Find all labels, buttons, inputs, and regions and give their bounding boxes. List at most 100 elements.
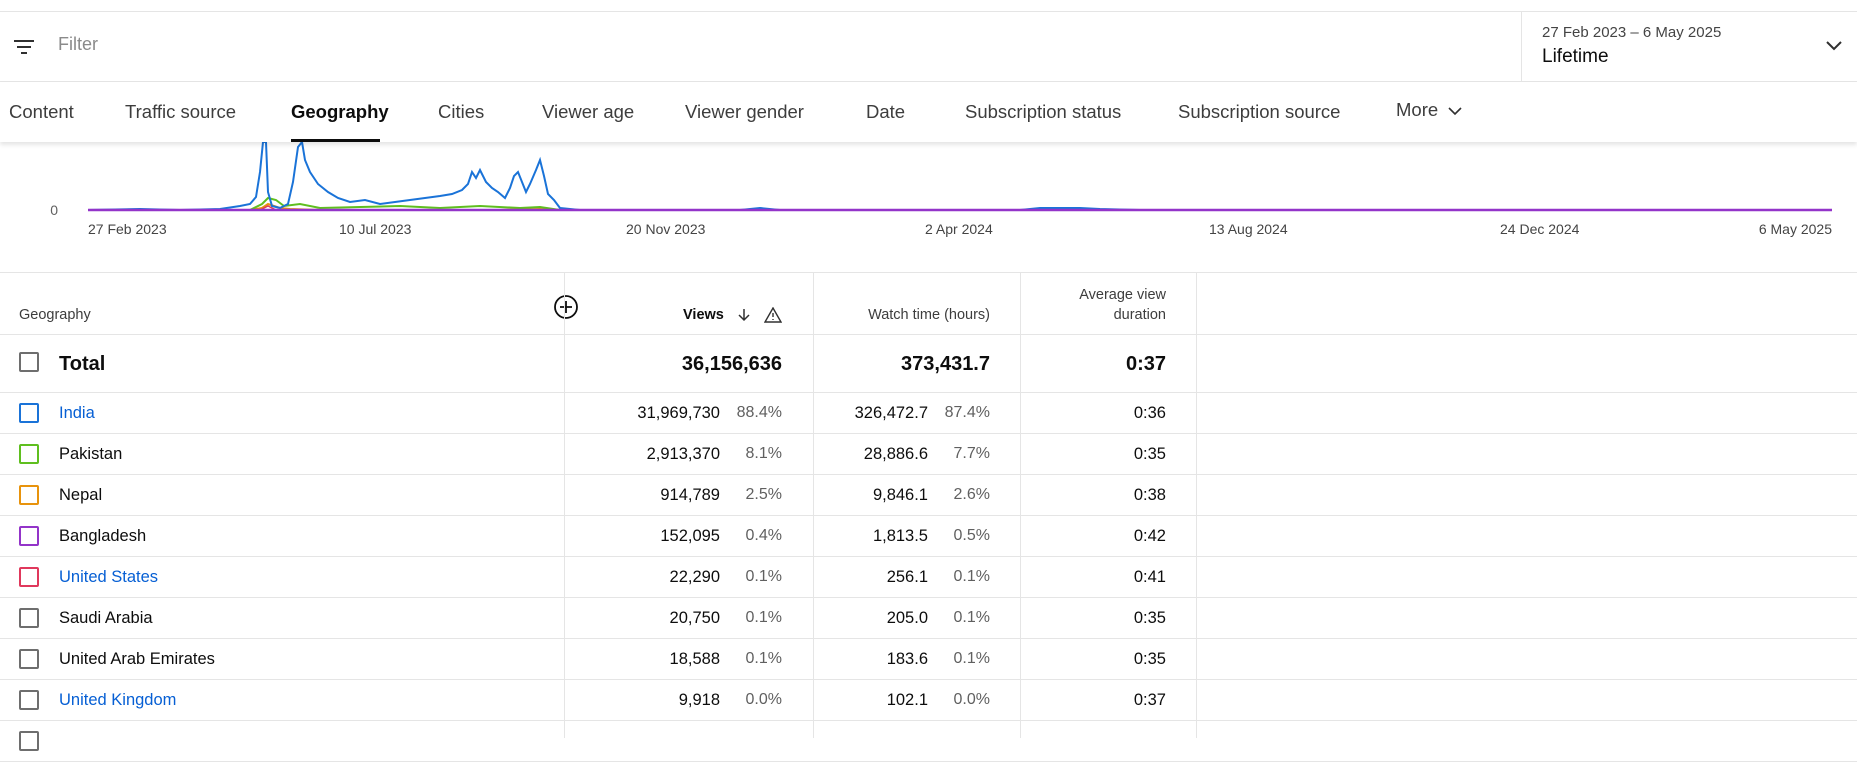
total-views: 36,156,636 bbox=[681, 353, 782, 375]
tab-viewer-gender[interactable]: Viewer gender bbox=[685, 101, 804, 122]
row-checkbox[interactable] bbox=[19, 731, 39, 751]
geography-name[interactable]: India bbox=[59, 404, 95, 422]
geography-name: United Arab Emirates bbox=[59, 650, 215, 668]
table-row: Bangladesh 152,095 0.4% 1,813.5 0.5% 0:42 bbox=[0, 516, 1857, 557]
watch-time-percent: 87.4% bbox=[944, 404, 990, 421]
tab-cities[interactable]: Cities bbox=[438, 101, 485, 122]
row-checkbox[interactable] bbox=[19, 608, 39, 628]
avg-duration-value: 0:36 bbox=[1133, 404, 1166, 422]
tab-traffic-source[interactable]: Traffic source bbox=[125, 101, 237, 122]
row-checkbox[interactable] bbox=[19, 567, 39, 587]
watch-time-percent: 0.1% bbox=[953, 650, 990, 667]
tab-more-label: More bbox=[1396, 99, 1439, 120]
geography-name[interactable]: United Kingdom bbox=[59, 691, 177, 709]
top-strip bbox=[0, 0, 1857, 12]
divider bbox=[0, 272, 1857, 273]
watch-time-value: 28,886.6 bbox=[863, 445, 928, 463]
tab-subscription-status[interactable]: Subscription status bbox=[965, 101, 1122, 122]
views-value: 2,913,370 bbox=[646, 445, 720, 463]
watch-time-header[interactable]: Watch time (hours) bbox=[868, 307, 990, 323]
views-value: 9,918 bbox=[678, 691, 720, 709]
watch-time-percent: 2.6% bbox=[953, 486, 990, 503]
y-tick-0: 0 bbox=[50, 202, 58, 218]
avg-duration-value: 0:35 bbox=[1133, 445, 1166, 463]
date-range-text: 27 Feb 2023 – 6 May 2025 bbox=[1542, 24, 1722, 41]
watch-time-value: 102.1 bbox=[886, 691, 928, 709]
filter-input[interactable]: Filter bbox=[58, 34, 98, 54]
watch-time-percent: 0.0% bbox=[953, 691, 990, 708]
watch-time-value: 326,472.7 bbox=[854, 404, 928, 422]
date-range-selector[interactable]: 27 Feb 2023 – 6 May 2025 Lifetime bbox=[1521, 12, 1857, 82]
row-checkbox[interactable] bbox=[19, 690, 39, 710]
tab-viewer-age[interactable]: Viewer age bbox=[542, 101, 635, 122]
avg-duration-value: 0:35 bbox=[1133, 650, 1166, 668]
geography-name: Pakistan bbox=[59, 445, 123, 463]
views-percent: 0.1% bbox=[745, 568, 782, 585]
views-value: 31,969,730 bbox=[637, 404, 720, 422]
x-tick-label: 2 Apr 2024 bbox=[925, 221, 993, 237]
watch-time-value: 183.6 bbox=[886, 650, 928, 668]
total-avg-duration: 0:37 bbox=[1125, 353, 1166, 375]
x-tick-label: 24 Dec 2024 bbox=[1500, 221, 1580, 237]
avg-duration-value: 0:42 bbox=[1133, 527, 1166, 545]
chevron-down-icon bbox=[1448, 107, 1462, 116]
avg-duration-value: 0:35 bbox=[1133, 609, 1166, 627]
avg-duration-value: 0:37 bbox=[1133, 691, 1166, 709]
views-percent: 0.1% bbox=[745, 609, 782, 626]
tab-more[interactable]: More bbox=[1396, 99, 1463, 121]
views-value: 20,750 bbox=[669, 609, 720, 627]
column-divider bbox=[1020, 273, 1021, 738]
tab-subscription-source[interactable]: Subscription source bbox=[1178, 101, 1341, 122]
avg-view-duration-header-line2[interactable]: duration bbox=[1113, 307, 1166, 323]
tab-date[interactable]: Date bbox=[866, 101, 906, 122]
geography-name[interactable]: United States bbox=[59, 568, 159, 586]
row-checkbox[interactable] bbox=[19, 526, 39, 546]
row-checkbox[interactable] bbox=[19, 649, 39, 669]
x-tick-label: 27 Feb 2023 bbox=[88, 221, 167, 237]
views-value: 18,588 bbox=[669, 650, 720, 668]
views-line-chart: 0 27 Feb 2023 10 Jul 2023 20 Nov 2023 2 … bbox=[0, 142, 1857, 272]
total-checkbox[interactable] bbox=[19, 352, 39, 372]
tab-geography[interactable]: Geography bbox=[291, 101, 389, 122]
add-metric-icon[interactable] bbox=[553, 294, 579, 320]
series-line-pakistan bbox=[88, 196, 1832, 211]
watch-time-value: 1,813.5 bbox=[872, 527, 928, 545]
row-checkbox[interactable] bbox=[19, 485, 39, 505]
total-label: Total bbox=[59, 353, 106, 375]
x-tick-label: 20 Nov 2023 bbox=[626, 221, 706, 237]
geography-name: Saudi Arabia bbox=[59, 609, 153, 627]
table-row: Nepal 914,789 2.5% 9,846.1 2.6% 0:38 bbox=[0, 475, 1857, 516]
row-checkbox[interactable] bbox=[19, 444, 39, 464]
column-divider bbox=[564, 273, 565, 738]
views-value: 914,789 bbox=[660, 486, 720, 504]
views-percent: 0.0% bbox=[745, 691, 782, 708]
warning-icon[interactable] bbox=[764, 307, 782, 323]
sort-arrow-down-icon[interactable] bbox=[736, 307, 752, 323]
watch-time-value: 9,846.1 bbox=[872, 486, 928, 504]
table-header: Geography Views Watch time (hours) Avera… bbox=[0, 273, 1857, 335]
tab-bar: Content Traffic source Geography Cities … bbox=[0, 82, 1857, 142]
views-value: 22,290 bbox=[669, 568, 720, 586]
column-divider bbox=[813, 273, 814, 738]
views-percent: 8.1% bbox=[745, 445, 782, 462]
filter-icon[interactable] bbox=[12, 36, 36, 60]
tab-content[interactable]: Content bbox=[9, 101, 74, 122]
avg-duration-value: 0:38 bbox=[1133, 486, 1166, 504]
geography-header: Geography bbox=[19, 307, 91, 323]
watch-time-value: 205.0 bbox=[886, 609, 928, 627]
views-header[interactable]: Views bbox=[683, 307, 724, 323]
views-percent: 88.4% bbox=[736, 404, 782, 421]
column-divider bbox=[1196, 273, 1197, 738]
avg-view-duration-header-line1[interactable]: Average view bbox=[1079, 287, 1166, 303]
filter-bar: Filter 27 Feb 2023 – 6 May 2025 Lifetime bbox=[0, 12, 1857, 82]
views-percent: 0.1% bbox=[745, 650, 782, 667]
table-row: United States 22,290 0.1% 256.1 0.1% 0:41 bbox=[0, 557, 1857, 598]
x-tick-label: 10 Jul 2023 bbox=[339, 221, 412, 237]
geography-name: Bangladesh bbox=[59, 527, 147, 545]
total-watch-time: 373,431.7 bbox=[901, 353, 990, 375]
views-percent: 0.4% bbox=[745, 527, 782, 544]
row-checkbox[interactable] bbox=[19, 403, 39, 423]
total-row: Total 36,156,636 373,431.7 0:37 bbox=[0, 335, 1857, 393]
table-row: United Arab Emirates 18,588 0.1% 183.6 0.1% 0… bbox=[0, 639, 1857, 680]
views-value: 152,095 bbox=[660, 527, 720, 545]
